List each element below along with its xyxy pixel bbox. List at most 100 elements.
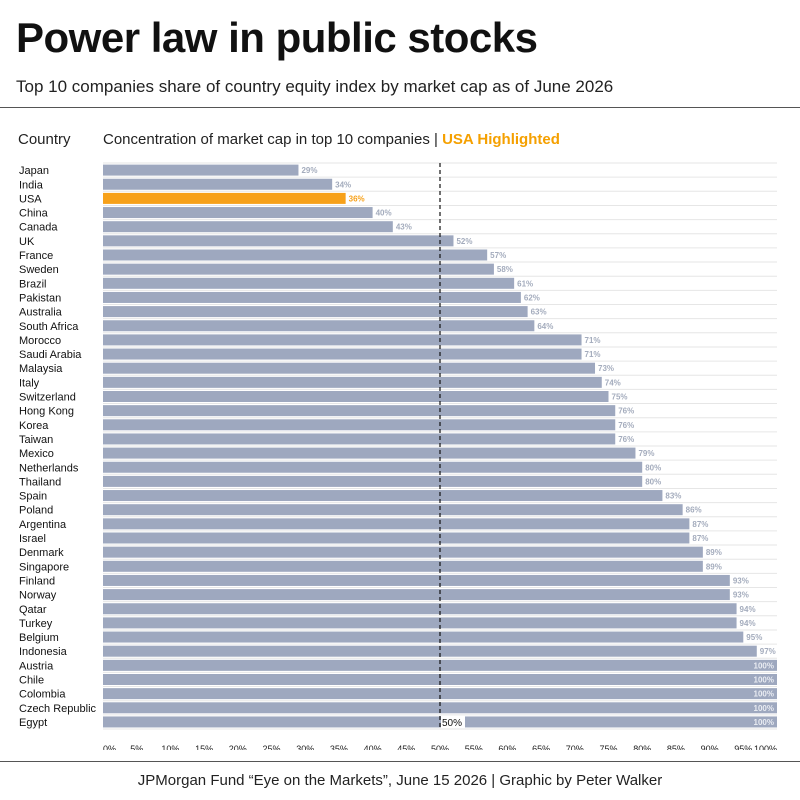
value-label: 80% bbox=[645, 477, 661, 486]
value-label: 76% bbox=[618, 421, 634, 430]
footer-divider bbox=[0, 761, 800, 762]
x-tick-label: 35% bbox=[330, 744, 348, 750]
category-label: Turkey bbox=[19, 618, 53, 630]
bar bbox=[103, 306, 528, 318]
value-label: 76% bbox=[618, 407, 634, 416]
bar bbox=[103, 716, 777, 728]
value-label: 95% bbox=[746, 633, 762, 642]
bar bbox=[103, 207, 373, 219]
bar bbox=[103, 249, 488, 261]
bar bbox=[103, 178, 333, 190]
category-label: China bbox=[19, 208, 49, 220]
bar bbox=[103, 461, 643, 473]
category-label: Poland bbox=[19, 505, 53, 517]
bar bbox=[103, 560, 703, 572]
bar bbox=[103, 603, 737, 615]
bar bbox=[103, 391, 609, 402]
concentration-label: Concentration of market cap in top 10 co… bbox=[103, 131, 430, 148]
x-tick-label: 70% bbox=[566, 744, 584, 750]
category-label: Japan bbox=[19, 165, 49, 177]
bar-chart: Japan 29% India 34% USA 36% China 40% Canada 43% U… bbox=[19, 162, 777, 750]
category-label: Canada bbox=[19, 222, 58, 234]
category-label: Singapore bbox=[19, 561, 69, 573]
value-label: 94% bbox=[740, 619, 756, 628]
category-label: Denmark bbox=[19, 547, 64, 559]
value-label: 86% bbox=[686, 506, 702, 515]
x-tick-label: 15% bbox=[195, 744, 213, 750]
x-tick-label: 85% bbox=[667, 744, 685, 750]
value-label: 100% bbox=[754, 690, 774, 699]
value-label: 79% bbox=[638, 449, 654, 458]
category-label: Taiwan bbox=[19, 434, 53, 446]
value-label: 73% bbox=[598, 364, 614, 373]
category-label: Italy bbox=[19, 377, 40, 389]
category-label: Brazil bbox=[19, 278, 47, 290]
bar bbox=[103, 334, 582, 346]
value-label: 63% bbox=[531, 308, 547, 317]
value-label: 87% bbox=[692, 534, 708, 543]
category-label: France bbox=[19, 250, 53, 262]
bar bbox=[103, 277, 515, 289]
category-label: Belgium bbox=[19, 632, 59, 644]
value-label: 40% bbox=[376, 209, 392, 218]
bar bbox=[103, 320, 535, 332]
value-label: 100% bbox=[754, 704, 774, 713]
bar bbox=[103, 617, 737, 629]
value-label: 71% bbox=[585, 350, 601, 359]
category-label: Switzerland bbox=[19, 392, 76, 404]
category-label: Thailand bbox=[19, 476, 61, 488]
value-label: 76% bbox=[618, 435, 634, 444]
x-tick-label: 20% bbox=[229, 744, 247, 750]
category-label: Saudi Arabia bbox=[19, 349, 82, 361]
category-label: USA bbox=[19, 193, 42, 205]
value-label: 62% bbox=[524, 293, 540, 302]
value-label: 94% bbox=[740, 605, 756, 614]
category-label: India bbox=[19, 179, 44, 191]
x-tick-label: 55% bbox=[465, 744, 483, 750]
category-label: Malaysia bbox=[19, 363, 63, 375]
category-label: UK bbox=[19, 236, 35, 248]
x-tick-label: 0% bbox=[103, 744, 116, 750]
category-label: Morocco bbox=[19, 335, 61, 347]
page-subtitle: Top 10 companies share of country equity… bbox=[16, 77, 614, 96]
category-label: Austria bbox=[19, 660, 54, 672]
value-label: 58% bbox=[497, 265, 513, 274]
value-label: 100% bbox=[754, 661, 774, 670]
bar bbox=[103, 532, 690, 544]
bar bbox=[103, 447, 636, 459]
bar bbox=[103, 504, 683, 516]
category-label: Israel bbox=[19, 533, 46, 545]
category-label: Indonesia bbox=[19, 646, 68, 658]
x-tick-label: 95% bbox=[734, 744, 752, 750]
category-label: Colombia bbox=[19, 689, 66, 701]
header-separator: | bbox=[429, 131, 443, 148]
category-label: Sweden bbox=[19, 264, 59, 276]
value-label: 71% bbox=[585, 336, 601, 345]
value-label: 61% bbox=[517, 279, 533, 288]
bar bbox=[103, 546, 703, 558]
bar bbox=[103, 362, 596, 374]
reference-line-label: 50% bbox=[442, 718, 462, 729]
category-label: Pakistan bbox=[19, 292, 61, 304]
bar bbox=[103, 574, 730, 586]
x-tick-label: 40% bbox=[364, 744, 382, 750]
category-label: Hong Kong bbox=[19, 406, 74, 418]
x-tick-label: 75% bbox=[599, 744, 617, 750]
value-label: 52% bbox=[456, 237, 472, 246]
bar bbox=[103, 645, 757, 657]
reference-label-background bbox=[441, 715, 465, 728]
category-label: Spain bbox=[19, 491, 47, 503]
category-label: Argentina bbox=[19, 519, 67, 531]
x-tick-label: 10% bbox=[161, 744, 179, 750]
bar bbox=[103, 164, 299, 176]
value-label: 83% bbox=[665, 492, 681, 501]
value-label: 43% bbox=[396, 223, 412, 232]
category-label: Netherlands bbox=[19, 462, 79, 474]
x-tick-label: 45% bbox=[397, 744, 415, 750]
value-label: 75% bbox=[612, 393, 628, 402]
bar bbox=[103, 518, 690, 530]
bar bbox=[103, 688, 777, 700]
category-label: Egypt bbox=[19, 717, 47, 729]
concentration-column-header: Concentration of market cap in top 10 co… bbox=[103, 131, 560, 148]
x-tick-label: 60% bbox=[498, 744, 516, 750]
